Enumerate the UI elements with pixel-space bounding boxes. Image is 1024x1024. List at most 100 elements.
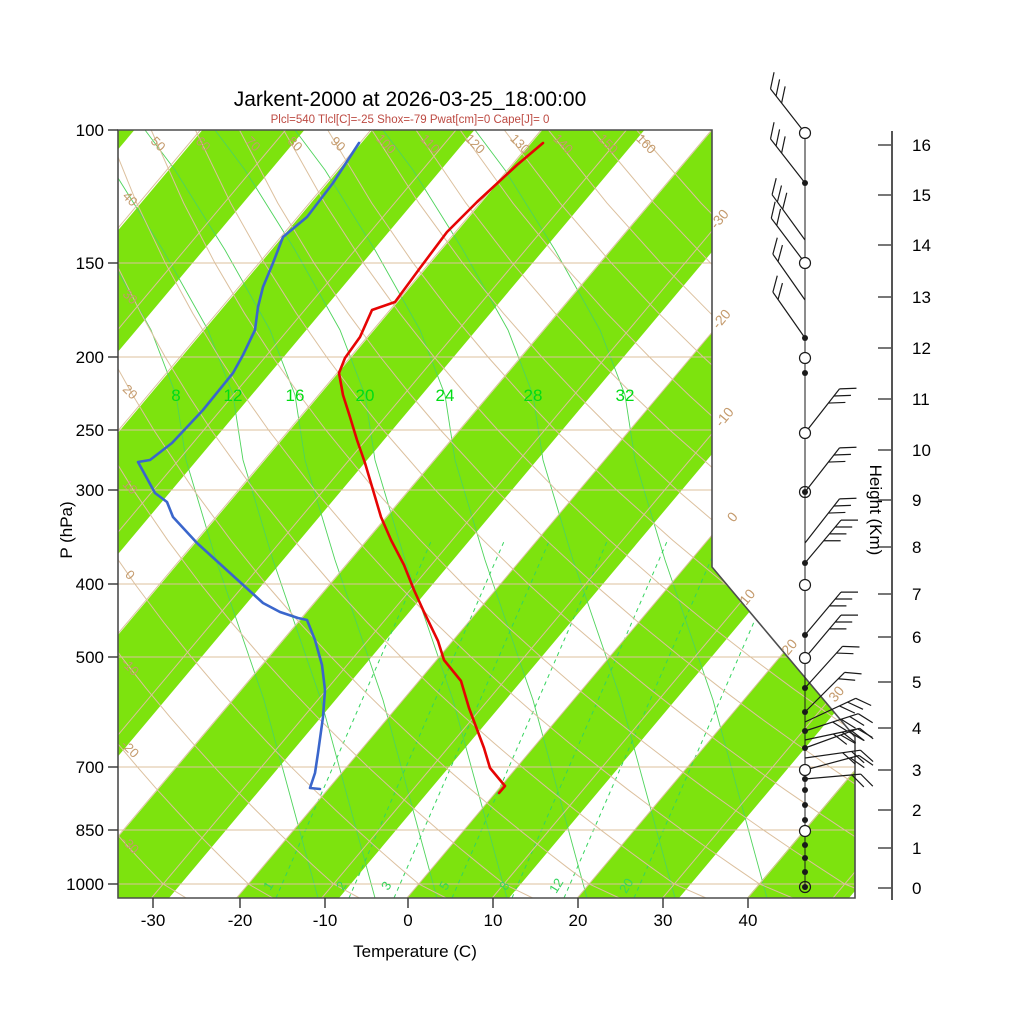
pressure-tick-label: 400 <box>76 575 104 594</box>
isotherm-line <box>577 130 855 898</box>
isotherm-line <box>118 130 286 898</box>
height-tick-label: 8 <box>912 538 921 557</box>
pressure-tick-label: 700 <box>76 758 104 777</box>
height-tick-label: 7 <box>912 585 921 604</box>
mixing-ratio-line <box>563 539 721 898</box>
mixing-ratio-label: 20 <box>616 876 636 896</box>
level-circle-marker <box>798 880 812 894</box>
mixing-ratio-label: 3 <box>378 879 395 893</box>
level-dot-marker <box>802 560 808 566</box>
temperature-axis-label: Temperature (C) <box>353 942 477 961</box>
wind-barb-tick <box>839 446 857 449</box>
dewpoint-profile-line <box>136 141 361 791</box>
dry-adiabat <box>118 130 187 898</box>
wind-barb-tick <box>832 721 848 732</box>
level-dot-marker <box>802 632 808 638</box>
wind-barb-tick <box>828 511 846 514</box>
wind-barb-column <box>769 72 874 894</box>
wind-barb-tick <box>781 86 786 104</box>
sounding-indices-subtitle: Plcl=540 Tlcl[C]=-25 Shox=-79 Pwat[cm]=0… <box>270 114 550 126</box>
temperature-tick-label: -10 <box>313 911 338 930</box>
moist-adiabat-label: 16 <box>286 386 305 405</box>
green-band <box>118 130 645 898</box>
height-axis-label: Height (Km) <box>866 464 885 556</box>
pressure-tick-label: 300 <box>76 481 104 500</box>
moist-adiabat-label: 28 <box>524 386 543 405</box>
level-circle-marker <box>798 426 812 440</box>
level-dot-marker <box>802 709 808 715</box>
level-dot-marker <box>802 728 808 734</box>
isotherm-line <box>151 130 798 898</box>
pressure-tick-label: 250 <box>76 421 104 440</box>
isotherm-label: 0 <box>724 509 741 525</box>
temperature-tick-label: 10 <box>484 911 503 930</box>
level-dot-marker <box>802 802 808 808</box>
moist-adiabat <box>144 130 438 898</box>
wind-barb-tick <box>844 671 862 675</box>
moist-adiabat <box>382 130 676 898</box>
level-circle-marker <box>798 485 812 499</box>
green-band <box>118 130 815 898</box>
plot-frame <box>117 129 856 899</box>
page-title: Jarkent-2000 at 2026-03-25_18:00:00 <box>233 88 587 111</box>
height-tick-label: 5 <box>912 673 921 692</box>
level-dot-marker <box>802 489 808 495</box>
wind-barb-shaft <box>804 447 840 493</box>
temperature-tick-label: 0 <box>403 911 412 930</box>
wind-barb-tick <box>850 757 865 769</box>
wind-barb-tick <box>849 715 865 726</box>
wind-barb-tick <box>832 733 848 745</box>
pressure-tick-label: 150 <box>76 254 104 273</box>
isotherm-line <box>118 130 457 898</box>
level-circle-marker <box>798 824 812 838</box>
moist-adiabat-label: 20 <box>356 386 375 405</box>
height-tick-label: 3 <box>912 761 921 780</box>
temperature-tick-label: -30 <box>141 911 166 930</box>
temperature-axis: -30 -20 -10 0 10 20 30 40 <box>141 898 757 930</box>
wind-barb-tick <box>847 701 864 710</box>
height-tick-label: 12 <box>912 339 931 358</box>
pressure-tick-label: 500 <box>76 648 104 667</box>
wind-barb-tick <box>833 394 851 397</box>
wind-barb-shaft <box>804 728 858 749</box>
mixing-ratio-line <box>348 539 506 898</box>
mixing-ratio-line <box>633 539 791 898</box>
sounding-profiles <box>136 141 545 795</box>
temperature-tick-label: -20 <box>228 911 253 930</box>
wind-barb-tick <box>782 192 788 210</box>
height-tick-label: 6 <box>912 628 921 647</box>
wind-barb-tick <box>771 178 777 195</box>
wind-barb-tick <box>839 387 857 390</box>
moist-adiabat-label: 12 <box>224 386 243 405</box>
wind-barb-tick <box>775 129 781 147</box>
isotherm-label: 30 <box>825 683 847 705</box>
moist-adiabat-label: 32 <box>616 386 635 405</box>
wind-barb-shaft <box>804 754 860 771</box>
level-dot-marker <box>802 370 808 376</box>
mixing-ratio-line <box>451 539 609 898</box>
wind-barb-tick <box>860 749 874 763</box>
level-dot-marker <box>802 787 808 793</box>
wind-barb-tick <box>828 401 846 404</box>
plot-border <box>117 129 856 899</box>
wind-barb-tick <box>776 185 783 203</box>
height-tick-label: 14 <box>912 236 931 255</box>
height-tick-label: 0 <box>912 879 921 898</box>
isotherm-label: -10 <box>712 404 737 430</box>
dry-adiabat-label: 50 <box>148 133 169 154</box>
level-circle-marker <box>798 126 812 140</box>
level-dot-marker <box>802 685 808 691</box>
wind-barb-tick <box>777 282 784 300</box>
wind-barb-shaft <box>772 253 806 301</box>
wind-barb-tick <box>770 201 776 219</box>
pressure-axis: 100 150 200 250 300 400 500 700 850 1000 <box>66 121 118 894</box>
mixing-ratio-label: 12 <box>546 876 566 896</box>
height-tick-label: 16 <box>912 136 931 155</box>
wind-barb-shaft <box>772 291 806 339</box>
level-dot-marker <box>802 745 808 751</box>
moist-adiabat <box>118 130 319 898</box>
wind-barb-shaft <box>770 138 806 184</box>
temperature-profile-line <box>337 141 545 795</box>
